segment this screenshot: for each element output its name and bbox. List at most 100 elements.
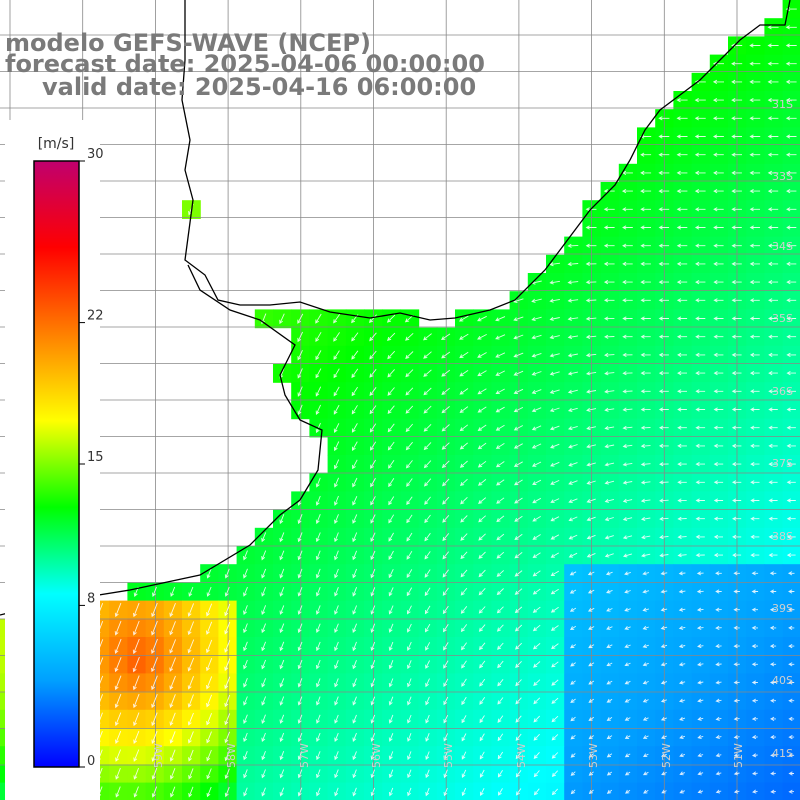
wind-vector	[624, 626, 631, 630]
wind-vector	[551, 697, 559, 704]
wind-vector	[206, 568, 212, 579]
wind-vector	[785, 79, 797, 84]
wind-vector	[749, 334, 760, 339]
wind-vector	[460, 606, 468, 614]
wind-vector	[370, 641, 376, 652]
wind-vector	[388, 623, 394, 633]
wind-vector	[767, 207, 779, 212]
wind-vector	[496, 606, 504, 614]
wind-vector	[478, 624, 486, 632]
wind-vector	[640, 352, 651, 357]
wind-vector	[495, 316, 506, 322]
wind-vector	[369, 332, 377, 342]
wind-vector	[495, 388, 505, 395]
wind-vector	[604, 425, 615, 431]
wind-vector	[767, 170, 779, 175]
wind-vector	[715, 716, 722, 721]
wind-vector	[604, 498, 615, 503]
wind-vector	[496, 479, 505, 486]
wind-vector	[694, 207, 706, 212]
wind-vector	[715, 680, 722, 685]
wind-vector	[588, 662, 595, 667]
wind-vector	[750, 516, 760, 521]
wind-vector	[151, 602, 158, 618]
wind-vector	[334, 477, 340, 488]
wind-vector	[767, 261, 779, 266]
wind-vector	[658, 389, 669, 394]
wind-vector	[769, 625, 777, 630]
wind-vector	[640, 134, 652, 139]
wind-vector	[661, 735, 667, 739]
wind-vector	[351, 423, 358, 433]
wind-vector	[315, 514, 321, 525]
wind-vector	[642, 644, 649, 649]
wind-vector	[405, 460, 413, 469]
wind-vector	[132, 675, 140, 691]
wind-vector	[658, 116, 670, 121]
wind-vector	[606, 607, 613, 612]
wind-vector	[334, 769, 339, 779]
wind-vector	[224, 731, 231, 744]
wind-vector	[188, 786, 194, 798]
wind-vector	[606, 735, 613, 740]
colorbar-ticks: 30 22 15 8 0	[79, 147, 104, 769]
wind-vector	[442, 569, 449, 578]
wind-vector	[243, 568, 248, 579]
wind-vector	[768, 425, 778, 430]
wind-vector	[224, 603, 231, 617]
wind-vector	[715, 589, 722, 594]
wind-vector	[733, 753, 740, 758]
colorbar-tick-label: 30	[87, 147, 104, 162]
wind-vector	[514, 497, 523, 504]
wind-vector	[606, 680, 613, 685]
wind-vector	[497, 642, 504, 650]
wind-vector	[661, 771, 667, 776]
wind-vector	[224, 640, 231, 653]
wind-vector	[713, 462, 724, 467]
wind-vector	[406, 532, 413, 542]
wind-vector	[151, 657, 158, 673]
wind-vector	[496, 551, 505, 559]
wind-vector	[297, 550, 303, 561]
wind-vector	[443, 715, 449, 724]
wind-vector	[169, 675, 176, 690]
wind-vector	[785, 98, 797, 103]
wind-vector	[370, 441, 377, 451]
wind-vector	[479, 678, 486, 687]
wind-vector	[785, 116, 797, 121]
wind-vector	[261, 605, 267, 615]
wind-vector	[660, 680, 668, 685]
wind-vector	[513, 461, 523, 467]
wind-vector	[279, 605, 285, 615]
wind-vector	[187, 676, 195, 690]
wind-vector	[676, 116, 688, 121]
wind-vector	[733, 789, 740, 794]
wind-vector	[169, 712, 176, 726]
wind-vector	[567, 280, 579, 285]
wind-vector	[388, 696, 394, 706]
longitude-label: 55W	[442, 743, 455, 768]
wind-vector	[696, 625, 704, 630]
wind-vector	[751, 571, 759, 576]
wind-vector	[750, 553, 760, 558]
wind-vector	[658, 407, 669, 412]
wind-vector	[515, 715, 522, 723]
wind-vector	[696, 607, 704, 612]
wind-vector	[770, 771, 776, 776]
wind-vector	[786, 516, 796, 521]
wind-vector	[333, 386, 340, 397]
latitude-label: 39S	[772, 602, 793, 615]
wind-vector	[243, 696, 248, 706]
wind-vector	[405, 405, 414, 414]
wind-vector	[477, 370, 487, 377]
wind-vector	[514, 515, 523, 522]
wind-vector	[443, 678, 449, 688]
wind-vector	[768, 534, 778, 539]
wind-vector	[206, 713, 213, 726]
wind-vector	[352, 641, 357, 652]
wind-vector	[279, 550, 285, 561]
wind-vector	[732, 498, 742, 503]
wind-vector	[133, 730, 140, 744]
wind-vector	[477, 442, 487, 450]
wind-vector	[695, 516, 705, 521]
